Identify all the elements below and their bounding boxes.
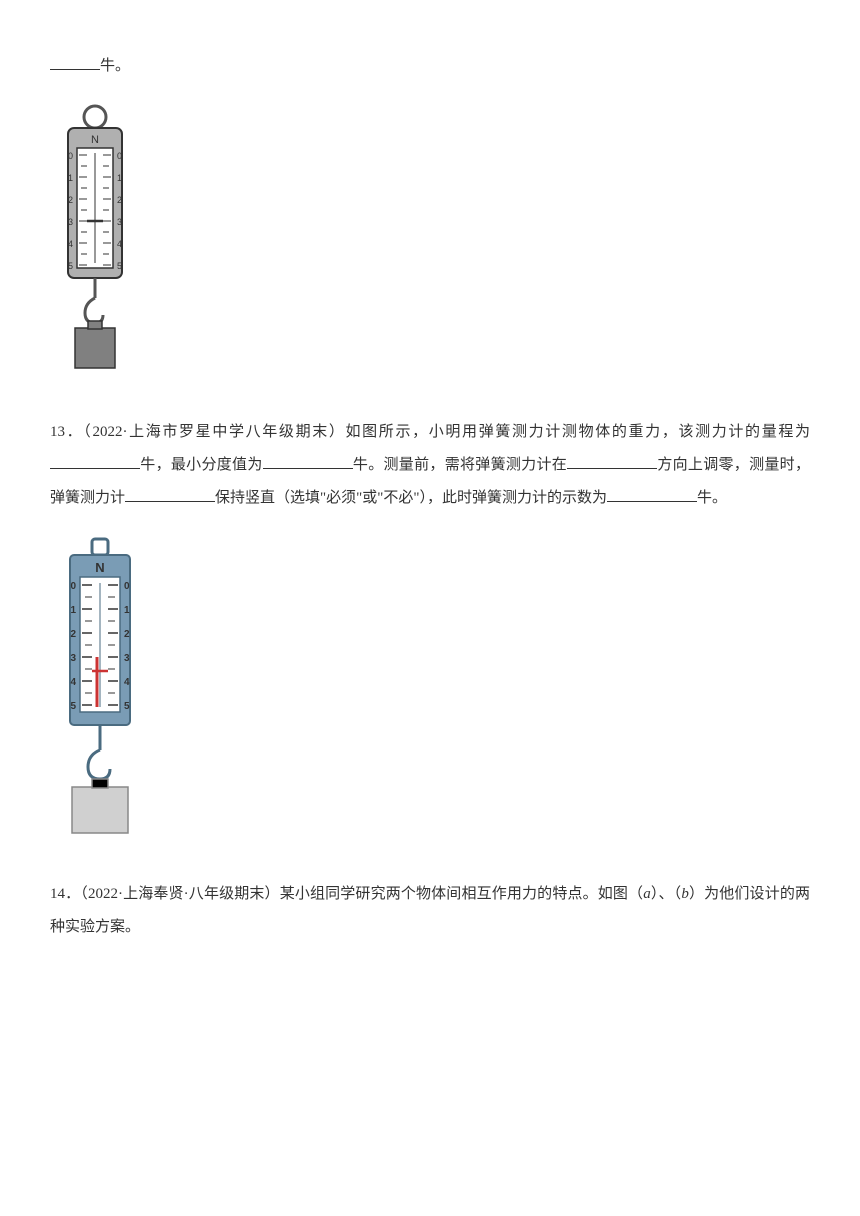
blank-division xyxy=(263,454,353,469)
blank-reading xyxy=(607,487,697,502)
tick-label: 5 xyxy=(117,261,122,271)
scale-unit: N xyxy=(91,134,99,146)
question-14: 14．（2022·上海奉贤·八年级期末）某小组同学研究两个物体间相互作用力的特点… xyxy=(50,878,810,944)
tick-label: 5 xyxy=(68,261,73,271)
question-13: 13．（2022·上海市罗星中学八年级期末）如图所示，小明用弹簧测力计测物体的重… xyxy=(50,416,810,515)
spring-scale-2-svg: N 0 0 1 1 2 2 xyxy=(50,535,150,845)
q14-italic-b: b xyxy=(681,886,689,902)
scale-unit: N xyxy=(95,560,104,575)
tick-label: 3 xyxy=(68,217,73,227)
page-fragment-line: 牛。 xyxy=(50,50,810,83)
fragment-suffix: 牛。 xyxy=(100,58,130,74)
figure-spring-scale-2: N 0 0 1 1 2 2 xyxy=(50,535,810,858)
tick-label: 5 xyxy=(124,701,130,712)
q14-mid: ）、（ xyxy=(651,886,682,902)
blank-direction xyxy=(567,454,657,469)
tick-label: 2 xyxy=(70,629,76,640)
weight-block xyxy=(72,787,128,833)
scale-ring xyxy=(92,539,108,555)
q13-prefix: 13．（2022·上海市罗星中学八年级期末）如图所示，小明用弹簧测力计测物体的重… xyxy=(50,424,810,440)
tick-label: 3 xyxy=(117,217,122,227)
tick-label: 1 xyxy=(124,605,130,616)
scale-hook xyxy=(85,298,103,323)
tick-label: 2 xyxy=(124,629,130,640)
blank-fragment xyxy=(50,55,100,70)
weight-handle xyxy=(88,321,102,329)
blank-range xyxy=(50,454,140,469)
tick-label: 0 xyxy=(117,151,122,161)
q14-prefix: 14．（2022·上海奉贤·八年级期末）某小组同学研究两个物体间相互作用力的特点… xyxy=(50,886,643,902)
scale-hook xyxy=(88,750,110,779)
tick-label: 0 xyxy=(124,581,130,592)
tick-label: 2 xyxy=(68,195,73,205)
q13-seg5: 保持竖直（选填"必须"或"不必"），此时弹簧测力计的示数为 xyxy=(215,490,607,506)
q13-seg6: 牛。 xyxy=(697,490,727,506)
tick-label: 0 xyxy=(68,151,73,161)
q13-seg3: 牛。测量前，需将弹簧测力计在 xyxy=(353,457,567,473)
spring-scale-1-svg: N 0 0 1 1 2 2 xyxy=(50,103,140,383)
tick-label: 5 xyxy=(70,701,76,712)
q14-italic-a: a xyxy=(643,886,651,902)
weight-block xyxy=(75,328,115,368)
blank-vertical xyxy=(125,487,215,502)
scale-ring xyxy=(84,106,106,128)
figure-spring-scale-1: N 0 0 1 1 2 2 xyxy=(50,103,810,396)
weight-handle xyxy=(92,779,108,788)
tick-label: 4 xyxy=(68,239,73,249)
tick-label: 4 xyxy=(70,677,76,688)
tick-label: 1 xyxy=(70,605,76,616)
tick-label: 1 xyxy=(117,173,122,183)
tick-label: 1 xyxy=(68,173,73,183)
tick-label: 4 xyxy=(117,239,122,249)
tick-label: 0 xyxy=(70,581,76,592)
tick-label: 3 xyxy=(124,653,130,664)
tick-label: 3 xyxy=(70,653,76,664)
tick-label: 2 xyxy=(117,195,122,205)
q13-seg2: 牛，最小分度值为 xyxy=(140,457,263,473)
tick-label: 4 xyxy=(124,677,130,688)
